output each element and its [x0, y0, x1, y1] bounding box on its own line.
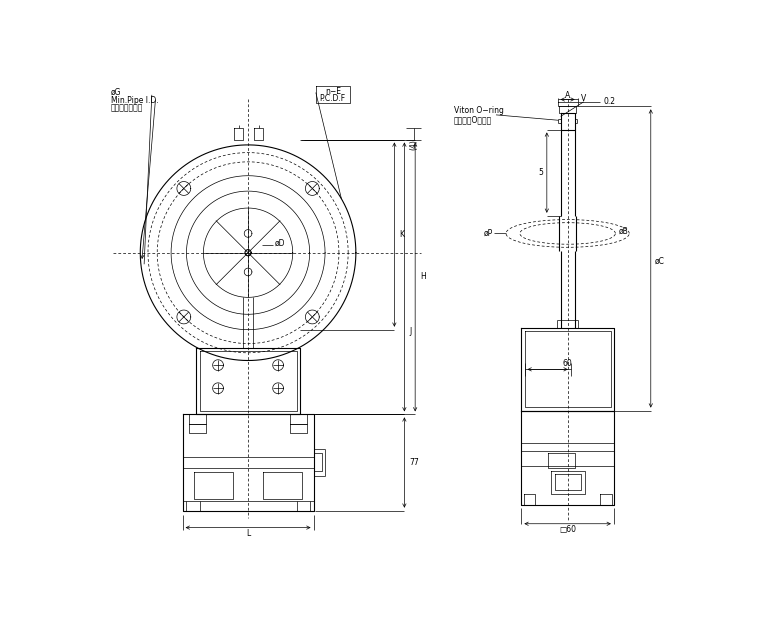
Text: øC: øC	[654, 257, 664, 266]
Text: 接続管最小内径: 接続管最小内径	[111, 103, 144, 112]
Text: A: A	[565, 91, 571, 100]
Text: n−E: n−E	[325, 86, 341, 96]
Text: (4): (4)	[409, 139, 418, 151]
Text: H: H	[420, 272, 425, 282]
Text: Viton O−ring: Viton O−ring	[454, 106, 504, 115]
Text: 60: 60	[563, 358, 572, 368]
Text: V: V	[581, 94, 587, 103]
Text: øD: øD	[275, 239, 286, 248]
Text: P.C.D.F: P.C.D.F	[319, 94, 346, 103]
Text: L: L	[246, 529, 250, 538]
Text: 77: 77	[409, 458, 419, 467]
Text: J: J	[409, 328, 411, 336]
Text: 0.2: 0.2	[604, 97, 616, 106]
Text: Min.Pipe I.D.: Min.Pipe I.D.	[111, 96, 159, 105]
Text: 5: 5	[538, 168, 543, 177]
Text: バイトンOリング: バイトンOリング	[454, 115, 492, 124]
Text: K: K	[399, 230, 404, 239]
Text: øG: øG	[111, 88, 121, 97]
Text: □60: □60	[559, 525, 576, 534]
Text: øP: øP	[484, 229, 493, 238]
Text: øB: øB	[619, 227, 629, 236]
